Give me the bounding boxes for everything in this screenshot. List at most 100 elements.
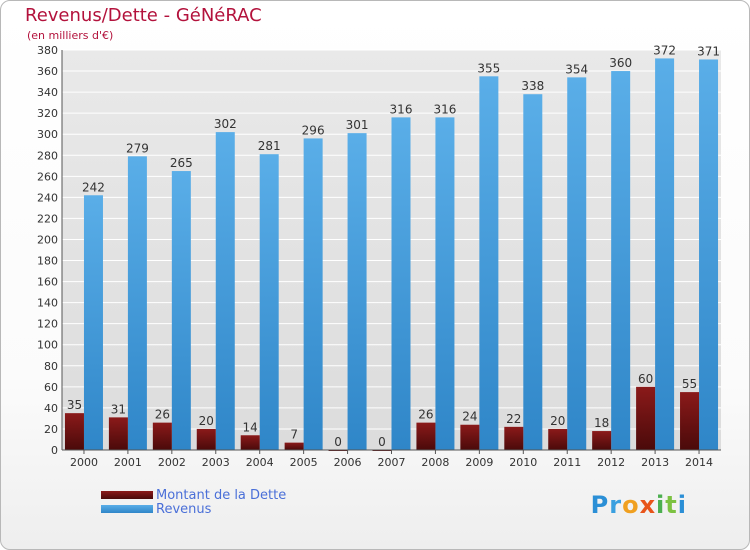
bar-revenue <box>259 154 279 451</box>
data-label-revenue: 338 <box>521 79 544 93</box>
data-label-debt: 0 <box>378 435 386 449</box>
bar-debt <box>416 422 436 450</box>
x-tick-label: 2004 <box>246 456 274 469</box>
legend-item-revenue: Revenus <box>101 501 212 517</box>
legend-item-debt: Montant de la Dette <box>101 487 287 503</box>
legend-swatch-debt <box>101 491 153 499</box>
x-tick-label: 2008 <box>421 456 449 469</box>
y-tick-label: 380 <box>37 44 58 57</box>
data-label-revenue: 302 <box>214 117 237 131</box>
x-tick-label: 2012 <box>597 456 625 469</box>
logo-letter: i <box>677 491 687 519</box>
y-tick-label: 120 <box>37 318 58 331</box>
bar-revenue <box>699 59 719 450</box>
bar-revenue <box>391 117 411 451</box>
y-tick-label: 20 <box>44 423 58 436</box>
data-label-revenue: 279 <box>126 141 149 155</box>
y-tick-label: 80 <box>44 360 58 373</box>
logo-letter: x <box>639 491 657 519</box>
bar-revenue <box>611 71 631 450</box>
data-label-debt: 35 <box>67 398 82 412</box>
data-label-revenue: 316 <box>390 102 413 116</box>
data-label-debt: 26 <box>155 408 170 422</box>
legend-swatch-revenue <box>101 505 153 513</box>
y-tick-label: 280 <box>37 149 58 162</box>
x-tick-label: 2014 <box>685 456 713 469</box>
x-tick-label: 2003 <box>202 456 230 469</box>
bar-debt <box>636 386 656 450</box>
data-label-revenue: 316 <box>433 102 456 116</box>
x-tick-label: 2006 <box>334 456 362 469</box>
logo-letter: P <box>590 491 610 519</box>
data-label-revenue: 265 <box>170 156 193 170</box>
data-label-debt: 24 <box>462 410 477 424</box>
x-tick-label: 2013 <box>641 456 669 469</box>
data-label-revenue: 355 <box>477 61 500 75</box>
data-label-revenue: 301 <box>346 118 369 132</box>
y-tick-label: 260 <box>37 170 58 183</box>
x-tick-label: 2009 <box>465 456 493 469</box>
bar-revenue <box>523 94 543 451</box>
y-tick-label: 140 <box>37 297 58 310</box>
y-tick-label: 180 <box>37 255 58 268</box>
chart-title: Revenus/Dette - GéNéRAC <box>25 5 262 26</box>
y-tick-label: 320 <box>37 107 58 120</box>
data-label-revenue: 281 <box>258 139 281 153</box>
x-tick-label: 2011 <box>553 456 581 469</box>
x-tick-label: 2007 <box>378 456 406 469</box>
data-label-revenue: 372 <box>653 43 676 57</box>
bar-debt <box>592 431 612 450</box>
x-tick-label: 2010 <box>509 456 537 469</box>
data-label-revenue: 242 <box>82 180 105 194</box>
bar-revenue <box>567 77 587 451</box>
bar-debt <box>152 422 172 450</box>
x-tick-label: 2000 <box>70 456 98 469</box>
bar-debt <box>108 417 128 450</box>
data-label-debt: 7 <box>290 428 298 442</box>
data-label-revenue: 296 <box>302 123 325 137</box>
y-tick-label: 300 <box>37 128 58 141</box>
y-tick-label: 340 <box>37 86 58 99</box>
data-label-debt: 22 <box>506 412 521 426</box>
data-label-revenue: 354 <box>565 62 588 76</box>
chart-subtitle: (en milliers d'€) <box>27 29 114 42</box>
data-label-revenue: 360 <box>609 56 632 70</box>
bar-debt <box>196 428 216 450</box>
data-label-debt: 0 <box>334 435 342 449</box>
data-label-revenue: 371 <box>697 44 720 58</box>
data-label-debt: 18 <box>594 416 609 430</box>
bar-revenue <box>655 58 675 450</box>
bar-revenue <box>127 156 147 450</box>
logo-letter: o <box>622 491 640 519</box>
legend-label-debt: Montant de la Dette <box>156 487 287 503</box>
data-label-debt: 55 <box>682 377 697 391</box>
bar-debt <box>284 442 304 450</box>
bar-debt <box>460 424 480 450</box>
y-tick-label: 0 <box>51 444 58 457</box>
bar-debt <box>504 426 524 450</box>
x-tick-label: 2005 <box>290 456 318 469</box>
y-tick-label: 360 <box>37 65 58 78</box>
y-tick-label: 40 <box>44 402 58 415</box>
y-tick-label: 220 <box>37 212 58 225</box>
bar-revenue <box>347 133 367 450</box>
bar-revenue <box>215 132 235 450</box>
bar-debt <box>680 392 700 450</box>
data-label-debt: 31 <box>111 402 126 416</box>
data-label-debt: 20 <box>550 414 565 428</box>
y-tick-label: 200 <box>37 233 58 246</box>
bar-revenue <box>435 117 455 451</box>
x-tick-label: 2001 <box>114 456 142 469</box>
bar-revenue <box>83 195 103 450</box>
logo-letter: t <box>665 491 678 519</box>
bar-debt <box>64 413 84 450</box>
legend-label-revenue: Revenus <box>156 501 212 517</box>
y-tick-label: 100 <box>37 339 58 352</box>
bar-revenue <box>479 76 499 450</box>
data-label-debt: 14 <box>243 420 258 434</box>
y-tick-label: 240 <box>37 191 58 204</box>
bar-revenue <box>303 138 323 450</box>
y-tick-label: 60 <box>44 381 58 394</box>
bar-debt <box>240 435 260 450</box>
